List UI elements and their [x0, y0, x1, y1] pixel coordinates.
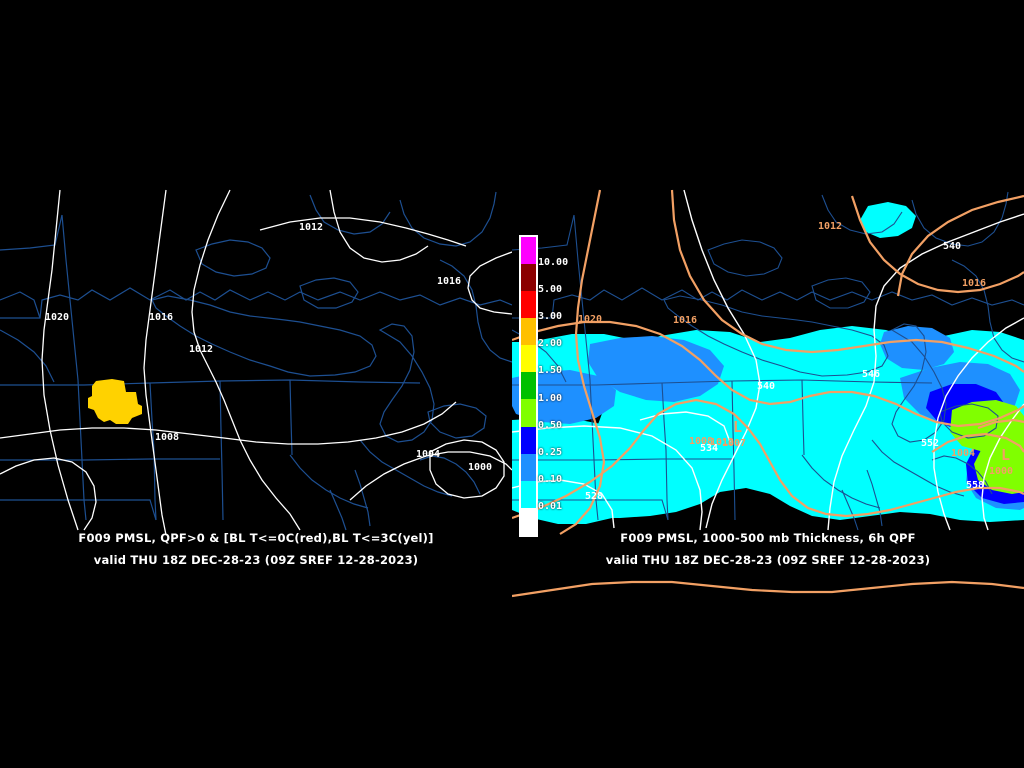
- isobar-contours: [0, 189, 512, 536]
- isobar-label: 1008: [155, 432, 180, 443]
- colorbar-tick-label: 3.00: [538, 311, 563, 323]
- isobar-label: 1012: [710, 437, 735, 448]
- qpf-colorbar: [519, 235, 538, 537]
- colorbar-band: [521, 372, 536, 400]
- thickness-label: 546: [862, 369, 881, 380]
- right-caption-line2: valid THU 18Z DEC-28-23 (09Z SREF 12-28-…: [605, 553, 931, 567]
- colorbar-band: [521, 345, 536, 373]
- isobar-label: 1004: [416, 449, 441, 460]
- left-caption-line1: F009 PMSL, QPF>0 & [BL T<=0C(red),BL T<=…: [78, 531, 434, 545]
- thickness-label: 528: [585, 491, 604, 502]
- qpf-band-trace-ne: [860, 202, 916, 238]
- political-borders: [0, 191, 512, 531]
- colorbar-band: [521, 399, 536, 427]
- isobar-label: 1016: [149, 312, 174, 323]
- colorbar-band: [521, 291, 536, 319]
- isobar-label: 1000: [468, 462, 493, 473]
- thickness-contours: [512, 189, 1024, 531]
- qpf-band-trace-lobe: [512, 418, 664, 524]
- thickness-label: 540: [757, 381, 776, 392]
- panel-pmsl-qpf-bl-temp: 1020 1016 1012 1012 1016 1008 1004 1000 …: [0, 189, 512, 567]
- isobar-label: 1012: [299, 222, 324, 233]
- isobar-label: 1004: [951, 448, 976, 459]
- colorbar-tick-label: 1.00: [538, 392, 563, 404]
- thickness-label: 558: [966, 480, 985, 491]
- isobar-label: 1012: [189, 344, 214, 355]
- qpf-colorbar-labels: 10.00 5.00 3.00 2.00 1.50 1.00 0.50 0.25 0.10 0.0…: [538, 235, 598, 537]
- colorbar-tick-label: 5.00: [538, 284, 563, 296]
- thickness-label: 540: [943, 241, 962, 252]
- low-center-value: 1000: [989, 466, 1014, 477]
- thickness-label: 534: [700, 443, 719, 454]
- isobar-label: 1008: [689, 436, 714, 447]
- colorbar-tick-label: 10.00: [538, 257, 569, 269]
- isobar-label: 1016: [962, 278, 987, 289]
- left-map-graphic: [0, 189, 512, 536]
- colorbar-band: [521, 507, 536, 535]
- colorbar-band: [521, 237, 536, 265]
- left-caption-line2: valid THU 18Z DEC-28-23 (09Z SREF 12-28-…: [93, 553, 419, 567]
- isobar-label: 1020: [45, 312, 70, 323]
- pmsl-isobars: [512, 189, 1024, 598]
- colorbar-band: [521, 426, 536, 454]
- low-center-marker: L: [733, 418, 743, 436]
- right-caption-line1: F009 PMSL, 1000-500 mb Thickness, 6h QPF: [620, 531, 916, 545]
- panel-pmsl-thickness-qpf: 1020 1016 1016 1012 1012 1008 1004 540 5…: [512, 0, 1024, 768]
- colorbar-tick-label: 0.50: [538, 419, 563, 431]
- colorbar-band: [521, 318, 536, 346]
- colorbar-tick-label: 0.01: [538, 500, 563, 512]
- colorbar-band: [521, 453, 536, 481]
- colorbar-tick-label: 2.00: [538, 338, 563, 350]
- colorbar-tick-label: 0.25: [538, 446, 563, 458]
- isobar-label: 1016: [437, 276, 462, 287]
- isobar-label: 1016: [673, 315, 698, 326]
- colorbar-band: [521, 480, 536, 508]
- right-map-graphic: [512, 189, 1024, 598]
- low-center-value: 1007: [722, 438, 747, 449]
- bl-temp-3c-region: [88, 379, 142, 424]
- political-borders: [512, 191, 1024, 531]
- colorbar-tick-label: 0.10: [538, 473, 563, 485]
- isobar-label: 1012: [818, 221, 843, 232]
- isobar-label: 1020: [578, 314, 603, 325]
- colorbar-band: [521, 264, 536, 292]
- thickness-label: 552: [921, 438, 940, 449]
- colorbar-tick-label: 1.50: [538, 365, 563, 377]
- low-center-marker: L: [1001, 446, 1011, 464]
